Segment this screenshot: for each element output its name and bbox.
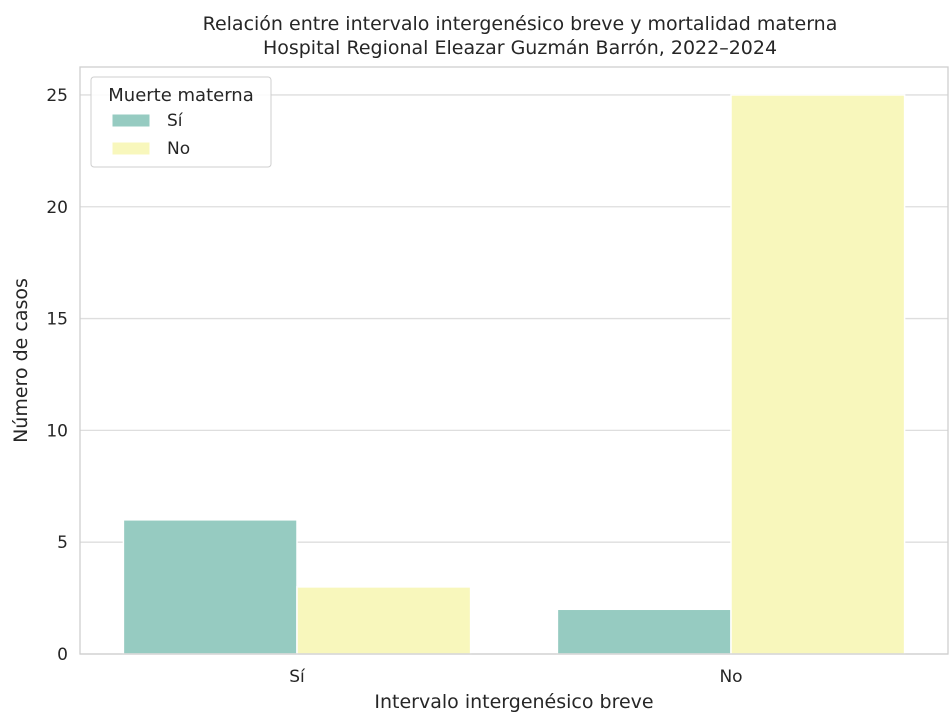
y-tick-label: 20 (46, 198, 68, 218)
legend-entry-label: Sí (167, 111, 184, 131)
plot-frame (79, 66, 949, 655)
y-tick-label: 10 (46, 421, 68, 441)
legend-title: Muerte materna (108, 85, 254, 106)
bars (122, 94, 906, 655)
y-tick-label: 5 (57, 533, 68, 553)
legend-swatch (111, 141, 151, 156)
chart-title: Relación entre intervalo intergenésico b… (203, 13, 838, 35)
x-tick-label: No (719, 667, 742, 687)
bar-muerte-no-cat-0 (296, 586, 472, 655)
y-tick-label: 15 (46, 310, 68, 330)
legend: Muerte materna Sí No (90, 76, 272, 168)
legend-swatch (111, 113, 151, 128)
chart-subtitle: Hospital Regional Eleazar Guzmán Barrón,… (263, 37, 777, 59)
y-tick-labels: 0 5 10 15 20 25 (46, 86, 68, 665)
y-tick-label: 0 (57, 645, 68, 665)
bar-muerte-no-cat-1 (730, 94, 906, 655)
x-axis-label: Intervalo intergenésico breve (374, 691, 653, 713)
x-tick-labels: Sí No (289, 667, 742, 687)
y-axis-label: Número de casos (10, 278, 32, 443)
legend-entry-label: No (167, 139, 190, 159)
bar-muerte-si-cat-0 (122, 519, 298, 655)
x-tick-label: Sí (289, 667, 306, 687)
y-tick-label: 25 (46, 86, 68, 106)
bar-muerte-si-cat-1 (556, 608, 732, 655)
